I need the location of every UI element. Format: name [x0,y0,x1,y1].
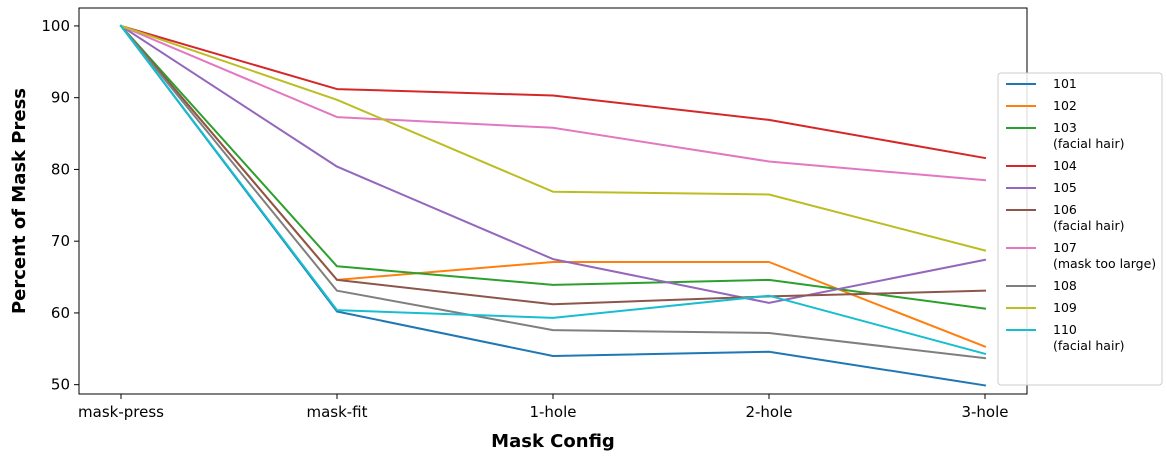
series-line-105 [119,24,987,304]
y-axis: 50 60 70 80 90 100 [41,17,79,394]
legend-label-105: 105 [1053,180,1077,195]
y-tick-label: 100 [41,17,70,35]
legend-label-107: (mask too large) [1053,256,1156,271]
series-line-107 [119,24,987,182]
series-line-109 [119,24,987,252]
legend-label-104: 104 [1053,158,1077,173]
x-axis-title: Mask Config [491,431,615,452]
series-line-110 [119,24,987,356]
series-line-106 [119,24,987,306]
legend-label-110: (facial hair) [1053,338,1124,353]
x-axis: mask-press mask-fit 1-hole 2-hole 3-hole [78,394,1009,421]
x-tick-label: 2-hole [745,403,792,421]
legend-label-103: (facial hair) [1053,136,1124,151]
x-tick-label: mask-press [78,403,164,421]
series-line-108 [119,24,987,360]
legend-label-109: 109 [1053,300,1077,315]
legend-label-103: 103 [1053,120,1077,135]
y-axis-title: Percent of Mask Press [9,88,30,314]
legend-label-106: (facial hair) [1053,218,1124,233]
series-lines [119,24,987,387]
x-tick-label: mask-fit [306,403,367,421]
legend-label-110: 110 [1053,322,1077,337]
y-tick-label: 80 [51,160,70,178]
y-tick-label: 60 [51,304,70,322]
x-tick-label: 1-hole [529,403,576,421]
legend-box [997,72,1163,386]
legend-label-102: 102 [1053,98,1077,113]
legend-label-106: 106 [1053,202,1077,217]
y-tick-label: 50 [51,376,70,394]
y-tick-label: 90 [51,89,70,107]
x-tick-label: 3-hole [961,403,1008,421]
legend-label-101: 101 [1053,76,1077,91]
series-line-104 [119,24,987,160]
y-tick-label: 70 [51,232,70,250]
legend-label-108: 108 [1053,278,1077,293]
legend-label-107: 107 [1053,240,1077,255]
